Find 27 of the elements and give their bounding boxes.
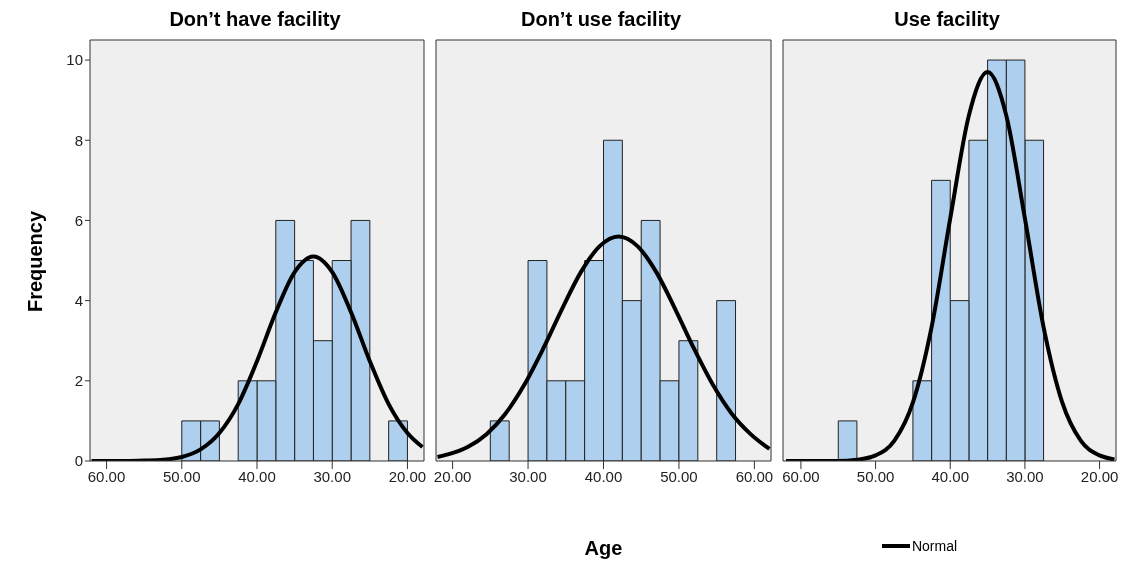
chart-title: Don’t use facility: [520, 8, 682, 31]
y-tick-label: 4: [74, 291, 83, 309]
x-tick-label: 20.00: [1080, 467, 1119, 485]
x-tick-label: 20.00: [388, 467, 427, 485]
chart-title: Use facility: [893, 8, 1001, 31]
y-tick-label: 6: [74, 211, 83, 229]
x-tick-label: 50.00: [163, 467, 201, 485]
y-tick-label: 8: [74, 131, 83, 149]
x-tick-label: 40.00: [238, 467, 276, 485]
legend-label: Normal: [911, 538, 958, 554]
x-tick-label: 50.00: [660, 467, 698, 485]
y-tick-label: 0: [74, 452, 83, 470]
y-tick-label: 10: [66, 51, 83, 69]
x-axis-title: Age: [583, 537, 624, 560]
x-tick-label: 30.00: [313, 467, 351, 485]
x-tick-label: 50.00: [856, 467, 895, 485]
x-tick-label: 60.00: [735, 467, 774, 485]
x-tick-label: 20.00: [433, 467, 472, 485]
chart-title: Don’t have facility: [168, 8, 342, 31]
x-tick-label: 30.00: [1006, 467, 1044, 485]
y-axis-title: Frequency: [23, 209, 47, 315]
y-tick-label: 2: [74, 372, 83, 390]
x-tick-label: 30.00: [509, 467, 547, 485]
x-tick-label: 40.00: [931, 467, 970, 485]
x-tick-label: 40.00: [584, 467, 623, 485]
x-tick-label: 60.00: [87, 467, 126, 485]
x-tick-label: 60.00: [782, 467, 820, 485]
